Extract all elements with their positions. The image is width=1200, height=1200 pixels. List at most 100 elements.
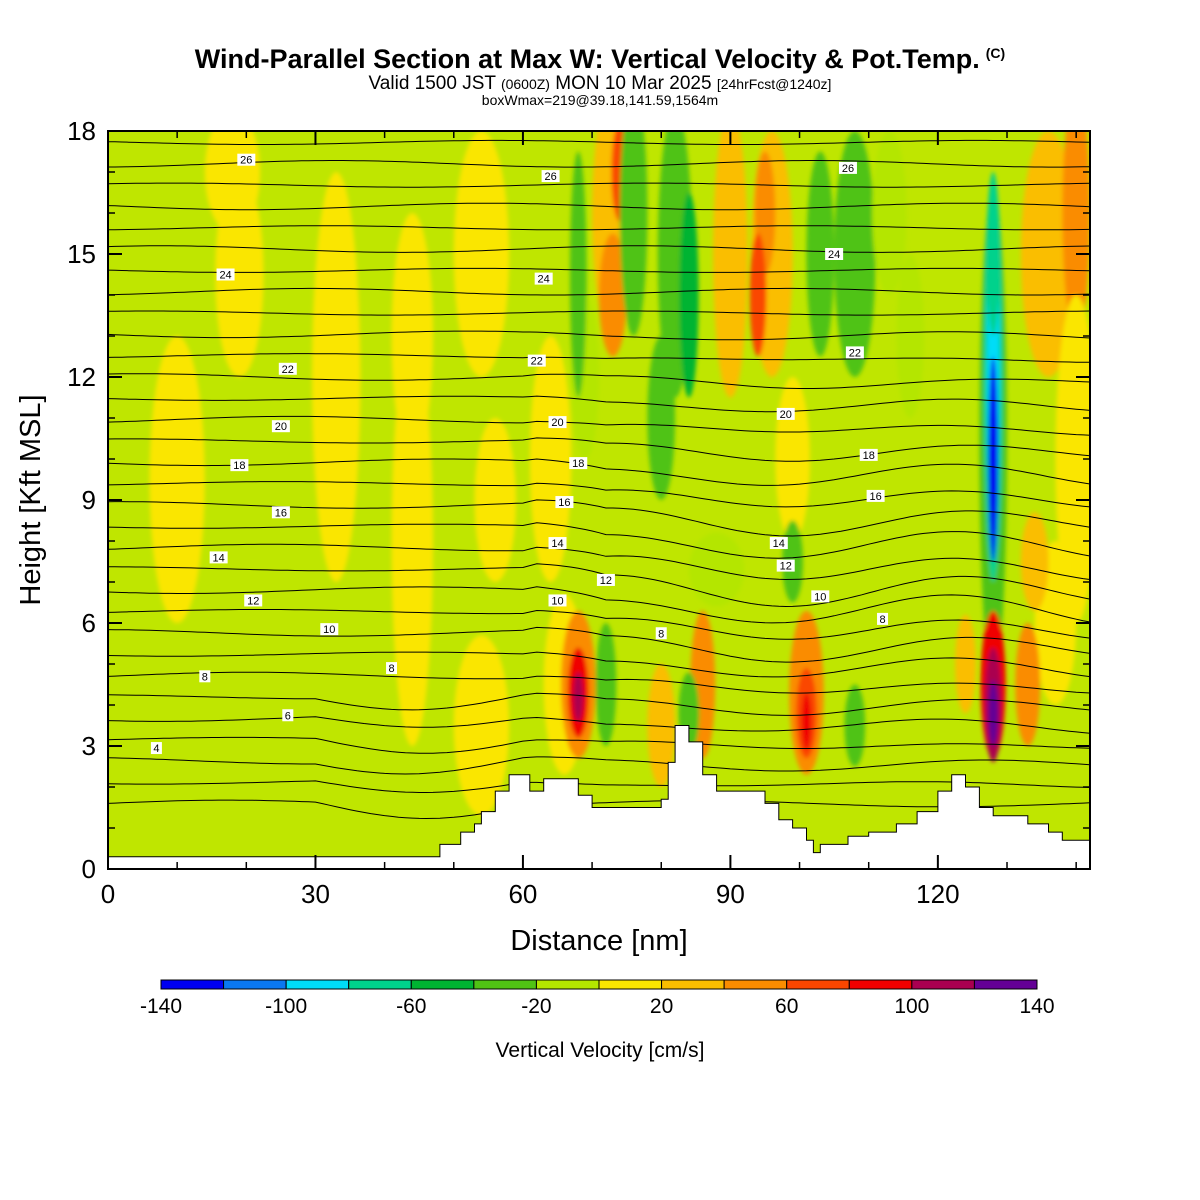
copyright-mark: (C) [985,45,1006,61]
velocity-cell [872,131,907,295]
contour-label-bg [776,559,795,572]
contour-label-bg [548,416,567,429]
colorbar-swatch [973,979,1038,990]
velocity-cell [391,213,434,459]
velocity-cell [573,672,584,722]
velocity-cell [453,131,510,377]
contour-label-bg [596,573,615,586]
colorbar-swatch [285,979,350,990]
colorbar-swatch [348,979,412,990]
contour-label-bg [825,248,844,260]
box-wmax-text: boxWmax=219@39.18,141.59,1564m [481,92,719,108]
contour-label: 26 [842,163,854,175]
contour-label: 26 [544,171,556,183]
valid-date: MON 10 Mar 2025 [555,73,712,94]
contour-label: 24 [538,274,550,286]
velocity-cell [1020,512,1049,611]
contour-label: 22 [849,347,861,359]
velocity-cell [844,684,866,767]
velocity-cell [679,192,699,398]
contour-label: 16 [869,491,881,503]
colorbar-swatch [848,979,913,990]
colorbar-swatch [160,979,225,990]
terrain [108,725,1090,869]
theta-contour [108,609,1090,640]
theta-contour [108,139,1090,145]
theta-contour [108,182,1090,188]
contour-label-bg [541,170,560,183]
valid-time: Valid 1500 JST [368,73,496,94]
theta-contour [108,118,1090,125]
colorbar-tick-label: -100 [265,995,307,1018]
colorbar-tick-label: 100 [894,995,929,1018]
contour-label: 8 [658,628,664,640]
contour-label-bg [320,623,339,636]
colorbar-swatch [598,979,663,990]
colorbar-swatch [473,979,537,990]
contour-label-bg [244,594,263,607]
x-tick-label: 90 [716,879,745,909]
colorbar-swatch [410,979,475,990]
velocity-cell [896,254,925,418]
velocity-cell [955,614,976,714]
contour-label: 10 [814,591,826,603]
contour-label-bg [386,662,398,675]
y-tick-label: 15 [67,239,96,269]
velocity-cell [1062,131,1090,336]
contour-label: 16 [275,507,287,519]
contour-label-bg [845,346,864,359]
velocity-cell [713,131,748,398]
contour-label-bg [769,537,788,550]
colorbar-tick-label: 140 [1019,995,1054,1018]
theta-contour [108,310,1090,316]
contour-label: 10 [323,624,335,636]
utc-time: (0600Z) [500,76,550,92]
chart-subtitle: Valid 1500 JST (0600Z) MON 10 Mar 2025 [… [0,73,1200,95]
contour-label-bg [776,407,795,420]
contour-label-bg [555,496,574,509]
theta-contour [108,353,1090,363]
y-tick-label: 6 [82,608,96,638]
theta-contour [108,563,1090,608]
velocity-cell [688,532,745,607]
x-tick-label: 30 [301,879,330,909]
contour-label: 12 [780,561,792,573]
contour-label: 22 [282,364,294,376]
theta-contour [108,245,1090,253]
y-tick-label: 0 [82,854,96,884]
contour-label: 18 [863,450,875,462]
contour-label: 8 [879,614,885,626]
contour-label: 6 [285,710,291,722]
contour-label-bg [199,670,211,683]
theta-contour-labels: 4 8 6 8 10 12 14 16 18 20 22 24 26 26 24 22 20 18 16 14 12 10… [150,153,889,755]
velocity-cell [453,635,510,816]
contour-label: 14 [213,552,225,564]
axes: 0 30 60 90 120 0 3 6 9 12 15 18 Distance [nm] Height … [15,116,1091,957]
y-tick-label: 9 [82,485,96,515]
theta-contour [108,543,1090,581]
vertical-velocity-field [149,131,1090,816]
x-tick-label: 120 [916,879,959,909]
contour-label: 20 [551,417,563,429]
velocity-cell [1015,623,1041,746]
contour-label: 20 [275,421,287,433]
velocity-cell [599,233,627,357]
contour-label-bg [534,272,553,285]
contour-label: 8 [388,663,394,675]
velocity-cell [619,131,648,336]
y-axis-label: Height [Kft MSL] [15,394,47,605]
theta-contour [108,202,1090,211]
contour-label: 22 [531,356,543,368]
velocity-cell [806,151,835,357]
velocity-cell [204,131,261,234]
colorbar-swatch [223,979,287,990]
contour-label: 18 [572,458,584,470]
theta-contour [108,799,1090,820]
y-tick-label: 18 [67,116,96,146]
colorbar-tick-label: 60 [775,995,798,1018]
contour-label-bg [527,354,546,367]
colorbar: -140 -100 -60 -20 20 60 100 140 Vertical Velocit… [140,979,1055,1062]
colorbar-label: Vertical Velocity [cm/s] [496,1039,705,1062]
chart-title: Wind-Parallel Section at Max W: Vertical… [0,44,1200,75]
theta-contour [108,736,1090,754]
